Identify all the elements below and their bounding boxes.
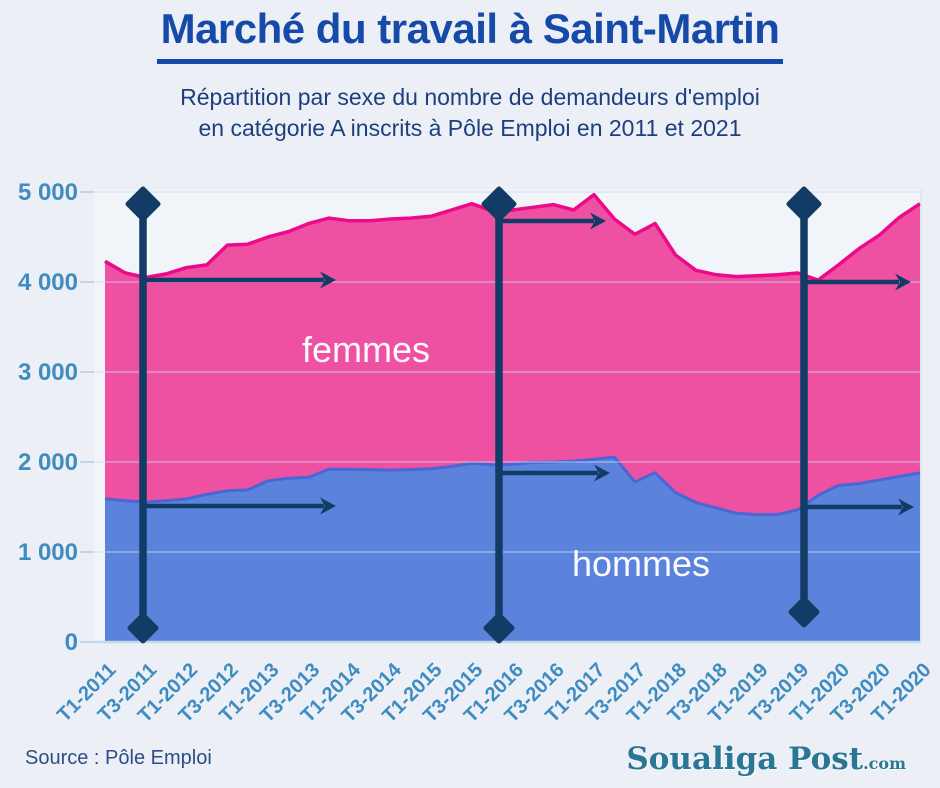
y-axis-label: 3 000 <box>18 359 78 386</box>
subtitle-line-1: Répartition par sexe du nombre de demand… <box>180 84 760 110</box>
chart-subtitle: Répartition par sexe du nombre de demand… <box>0 82 940 144</box>
annotation-2016-arrowhead-icon <box>590 212 606 230</box>
annotation-2019-top-diamond-icon <box>786 186 822 222</box>
annotation-2011-arrowhead-icon <box>320 497 336 515</box>
annotation-2019-bottom-diamond-icon <box>788 596 820 628</box>
source-credit: Source : Pôle Emploi <box>25 747 212 769</box>
area-hommes <box>105 457 920 642</box>
annotation-2016-bottom-diamond-icon <box>483 612 515 644</box>
y-axis-label: 0 <box>65 629 78 656</box>
logo-text: Soualiga Post <box>626 741 864 777</box>
annotation-2016-top-diamond-icon <box>481 186 517 222</box>
header: Marché du travail à Saint-Martin <box>0 4 940 64</box>
annotation-2011-top-diamond-icon <box>125 186 161 222</box>
page-title: Marché du travail à Saint-Martin <box>156 4 784 64</box>
line-hommes <box>104 455 921 517</box>
line-femmes <box>104 192 921 282</box>
annotation-2019-arrowhead-icon <box>898 498 914 516</box>
area-femmes <box>105 194 920 515</box>
annotation-2011-arrowhead-icon <box>320 271 336 289</box>
annotation-2011-bottom-diamond-icon <box>127 612 159 644</box>
soualiga-post-logo: Soualiga Post.com <box>626 741 906 777</box>
y-axis-label: 1 000 <box>18 539 78 566</box>
area-label-femmes: femmes <box>302 329 430 370</box>
y-axis-label: 5 000 <box>18 179 78 206</box>
annotation-2019-arrowhead-icon <box>895 273 911 291</box>
y-axis-label: 2 000 <box>18 449 78 476</box>
logo-suffix: .com <box>863 754 906 773</box>
area-label-hommes: hommes <box>572 543 710 584</box>
subtitle-line-2: en catégorie A inscrits à Pôle Emploi en… <box>198 115 742 141</box>
annotation-2016-arrowhead-icon <box>594 464 610 482</box>
y-axis-label: 4 000 <box>18 269 78 296</box>
